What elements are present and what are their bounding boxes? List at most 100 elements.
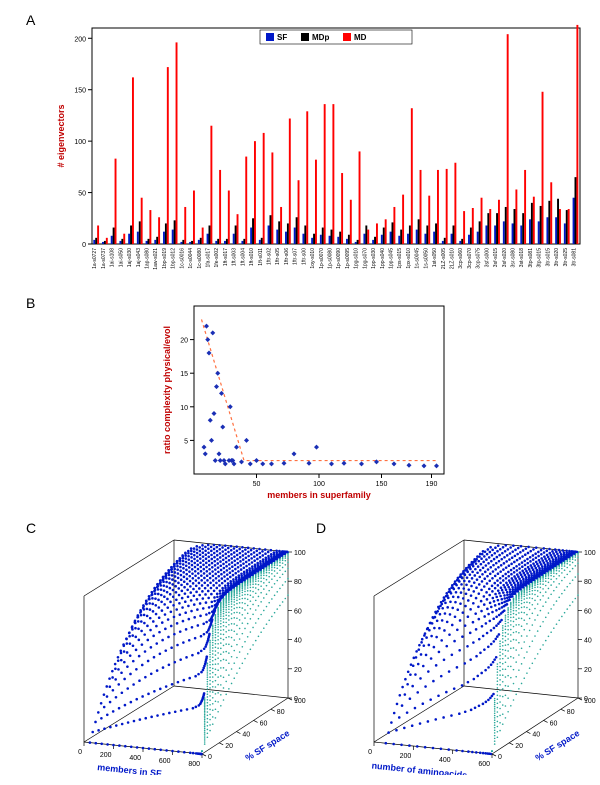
svg-text:400: 400 [129, 755, 141, 762]
svg-text:20: 20 [180, 338, 188, 345]
svg-text:1p-s0090: 1p-s0090 [336, 248, 342, 269]
panel-d-chart: 0200400600020406080100020406080100number… [326, 530, 596, 775]
svg-text:# eigenvectors: # eigenvectors [56, 104, 66, 167]
svg-text:3sf-s000: 3sf-s000 [484, 248, 490, 267]
panel-d-label: D [316, 520, 326, 536]
svg-text:% SF space: % SF space [534, 728, 582, 763]
svg-text:3sr-s080: 3sr-s080 [510, 248, 516, 268]
svg-text:40: 40 [532, 732, 540, 739]
svg-text:150: 150 [376, 481, 388, 488]
svg-text:1ft-s010: 1ft-s010 [249, 248, 255, 266]
svg-text:190: 190 [426, 481, 438, 488]
svg-text:60: 60 [260, 720, 268, 727]
svg-text:3cp-s075: 3cp-s075 [476, 248, 482, 269]
svg-text:1fa-s017: 1fa-s017 [205, 248, 211, 268]
panel-c-chart: 0200400600800020406080100020406080100mem… [36, 530, 306, 775]
svg-text:150: 150 [74, 88, 86, 95]
svg-text:1a-s0737: 1a-s0737 [101, 248, 107, 269]
svg-text:40: 40 [242, 732, 250, 739]
svg-text:1ap-s080: 1ap-s080 [144, 248, 150, 269]
svg-text:1p-s0070: 1p-s0070 [319, 248, 325, 269]
svg-text:number of aminoacids: number of aminoacids [371, 760, 468, 775]
svg-text:1aj-s043: 1aj-s043 [136, 248, 142, 267]
svg-text:1s-s0050: 1s-s0050 [423, 248, 429, 269]
svg-text:100: 100 [74, 139, 86, 146]
svg-text:80: 80 [567, 709, 575, 716]
svg-text:0: 0 [208, 754, 212, 761]
svg-text:100: 100 [584, 550, 596, 557]
panel-b-label: B [26, 295, 35, 311]
svg-text:3cp-s070: 3cp-s070 [467, 248, 473, 269]
svg-text:600: 600 [478, 761, 490, 768]
svg-text:1st-s050: 1st-s050 [432, 248, 438, 267]
svg-text:1bp-s019: 1bp-s019 [162, 248, 168, 269]
svg-text:3sf-s020: 3sf-s020 [502, 248, 508, 267]
svg-text:80: 80 [294, 579, 302, 586]
panel-b-chart: 501001501905101520members in superfamily… [160, 300, 450, 500]
svg-text:3tp-s015: 3tp-s015 [537, 248, 543, 268]
svg-text:200: 200 [100, 752, 112, 759]
svg-text:40: 40 [584, 638, 592, 645]
svg-text:1a-s0727: 1a-s0727 [92, 248, 98, 269]
svg-text:1ftr-s07: 1ftr-s07 [293, 248, 299, 265]
svg-text:20: 20 [584, 667, 592, 674]
svg-text:3tp-s081: 3tp-s081 [528, 248, 534, 268]
svg-text:1fe-s002: 1fe-s002 [214, 248, 220, 268]
svg-text:3cp-s060: 3cp-s060 [458, 248, 464, 269]
svg-text:1ai-s108: 1ai-s108 [110, 248, 116, 267]
svg-text:100: 100 [294, 550, 306, 557]
svg-text:1s-s0045: 1s-s0045 [415, 248, 421, 269]
svg-text:1pp-s030: 1pp-s030 [371, 248, 377, 269]
svg-text:80: 80 [277, 709, 285, 716]
svg-text:1ai-s050: 1ai-s050 [118, 248, 124, 267]
svg-text:1ftr-s00: 1ftr-s00 [301, 248, 307, 265]
svg-text:800: 800 [188, 761, 200, 768]
svg-text:60: 60 [584, 608, 592, 615]
svg-text:1pp-s040: 1pp-s040 [380, 248, 386, 269]
svg-text:1pg-s010: 1pg-s010 [354, 248, 360, 269]
svg-text:1p-s0095: 1p-s0095 [345, 248, 351, 269]
svg-text:20: 20 [225, 743, 233, 750]
svg-text:5: 5 [184, 438, 188, 445]
svg-text:1oy-s010: 1oy-s010 [310, 248, 316, 269]
svg-text:1c-s0016: 1c-s0016 [179, 248, 185, 269]
svg-text:ratio complexity physical/evol: ratio complexity physical/evol [162, 326, 172, 454]
svg-text:200: 200 [74, 36, 86, 43]
svg-text:1aw-s021: 1aw-s021 [153, 248, 159, 270]
svg-text:200: 200 [400, 753, 412, 760]
svg-text:80: 80 [584, 579, 592, 586]
svg-text:2LZ-s010: 2LZ-s010 [449, 248, 455, 269]
svg-text:1ps-s015: 1ps-s015 [397, 248, 403, 269]
svg-text:SF: SF [277, 33, 287, 42]
svg-text:members in SF: members in SF [97, 762, 163, 775]
svg-text:1ft-s017: 1ft-s017 [223, 248, 229, 266]
svg-text:0: 0 [498, 754, 502, 761]
svg-text:3tr-s020: 3tr-s020 [554, 248, 560, 267]
svg-text:MDp: MDp [312, 33, 329, 42]
svg-text:400: 400 [439, 757, 451, 764]
svg-text:1p-s0080: 1p-s0080 [327, 248, 333, 269]
svg-text:20: 20 [515, 743, 523, 750]
svg-text:40: 40 [294, 638, 302, 645]
svg-text:1ft-s011: 1ft-s011 [258, 248, 264, 266]
svg-text:50: 50 [253, 481, 261, 488]
svg-text:1ft-s003: 1ft-s003 [232, 248, 238, 266]
svg-text:1pp-s045: 1pp-s045 [388, 248, 394, 269]
svg-text:1ft-s004: 1ft-s004 [240, 248, 246, 266]
svg-text:1px-s010: 1px-s010 [406, 248, 412, 269]
svg-text:60: 60 [550, 720, 558, 727]
svg-text:1c-s0080: 1c-s0080 [197, 248, 203, 269]
svg-text:0: 0 [584, 696, 588, 703]
svg-text:1ftr-s06: 1ftr-s06 [284, 248, 290, 265]
svg-text:1ftr-s05: 1ftr-s05 [275, 248, 281, 265]
svg-text:3tr-s015: 3tr-s015 [545, 248, 551, 267]
svg-text:1ftr-s02: 1ftr-s02 [266, 248, 272, 265]
svg-text:0: 0 [82, 242, 86, 249]
svg-text:MD: MD [354, 33, 367, 42]
svg-text:1c-s0044: 1c-s0044 [188, 248, 194, 269]
svg-text:3st-s018: 3st-s018 [519, 248, 525, 267]
svg-text:10: 10 [180, 405, 188, 412]
svg-text:% SF space: % SF space [244, 728, 292, 763]
svg-text:members in superfamily: members in superfamily [267, 490, 371, 500]
svg-text:15: 15 [180, 371, 188, 378]
